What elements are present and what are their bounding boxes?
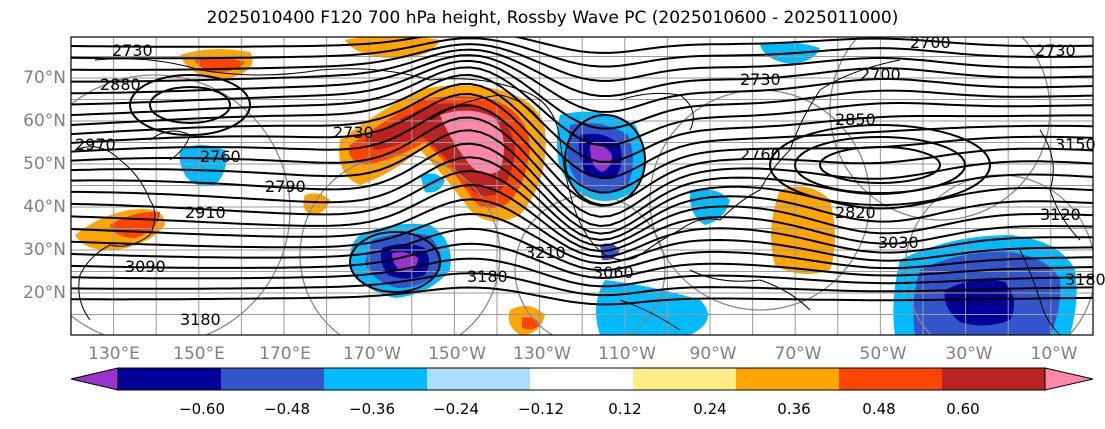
colorbar-extend-min (70, 367, 119, 391)
contour-label: 2910 (185, 203, 226, 222)
height-contour-line (71, 92, 1093, 194)
height-contour-line (71, 156, 1093, 241)
colorbar-tick-label: −0.48 (264, 400, 310, 418)
contour-label: 3150 (1055, 135, 1096, 154)
colorbar-tick-label: 0.24 (693, 400, 727, 418)
contour-labels: 2730 2880 2970 2700 2730 2850 2760 2730 2790 2910… (75, 33, 1105, 329)
colorbar-segment (942, 368, 1046, 390)
contour-label: 3180 (180, 310, 221, 329)
lon-label: 50°W (859, 344, 907, 364)
colorbar-segment (530, 368, 634, 390)
height-contour-line (71, 37, 1093, 68)
contour-label: 2730 (1035, 41, 1076, 60)
colorbar-segment (221, 368, 325, 390)
colorbar-tick-label: −0.36 (349, 400, 395, 418)
lon-label: 10°W (1030, 344, 1078, 364)
coastlines (74, 58, 1081, 335)
colorbar-segment (633, 368, 737, 390)
height-contour-line (71, 54, 1093, 113)
height-contours (71, 37, 1093, 306)
lon-label: 150°E (173, 344, 225, 364)
contour-label: 2730 (112, 41, 153, 60)
contour-label: 2820 (835, 203, 876, 222)
lon-label: 130°W (513, 344, 571, 364)
height-contour-line (71, 43, 1093, 82)
closed-height-contour (349, 231, 441, 293)
height-contour-line (71, 104, 1093, 207)
lat-label: 60°N (23, 111, 66, 131)
height-contour-line (71, 257, 1093, 288)
colorbar-extend-max (1044, 367, 1094, 391)
height-contour-line (71, 142, 1093, 235)
contour-label: 3030 (878, 233, 919, 252)
contour-label: 3060 (593, 263, 634, 282)
height-contour-line (71, 198, 1093, 258)
lon-label: 70°W (774, 344, 822, 364)
contour-label: 3120 (1040, 205, 1081, 224)
height-contour-line (71, 183, 1093, 253)
colorbar-tick-label: 0.48 (862, 400, 896, 418)
height-contour-line (71, 116, 1093, 218)
contour-label: 2730 (333, 123, 374, 142)
colorbar-segment (324, 368, 428, 390)
colorbar-tick-label: 0.36 (777, 400, 811, 418)
colorbar-segment (839, 368, 943, 390)
colorbar-segment (736, 368, 840, 390)
map-title: 2025010400 F120 700 hPa height, Rossby W… (206, 8, 899, 28)
lat-label: 30°N (23, 240, 66, 260)
lat-label: 20°N (23, 283, 66, 303)
lat-label: 40°N (23, 197, 66, 217)
lon-label: 90°W (689, 344, 737, 364)
height-contour-line (71, 242, 1093, 280)
contour-label: 2760 (740, 145, 781, 164)
lon-label: 130°E (88, 344, 140, 364)
colorbar-tick-label: 0.60 (946, 400, 980, 418)
contour-label: 2700 (860, 65, 901, 84)
lat-label: 50°N (23, 154, 66, 174)
contour-label: 3180 (467, 267, 508, 286)
contour-label: 2850 (835, 110, 876, 129)
contour-label: 2730 (740, 70, 781, 89)
lon-label: 30°W (945, 344, 993, 364)
height-contour-line (71, 286, 1093, 306)
contour-label: 2880 (100, 75, 141, 94)
height-contour-line (71, 227, 1093, 272)
height-contour-line (71, 48, 1093, 97)
closed-height-contour (149, 86, 231, 124)
contour-label: 2760 (200, 147, 241, 166)
height-contour-line (71, 169, 1093, 247)
lon-label: 150°W (428, 344, 486, 364)
height-contour-line (71, 37, 1093, 54)
colorbar (70, 367, 1094, 391)
contour-label: 2790 (265, 177, 306, 196)
closed-height-contour (769, 124, 991, 206)
colorbar-segment (118, 368, 222, 390)
colorbar-segment (427, 368, 531, 390)
closed-height-contour (819, 146, 941, 184)
closed-height-contour (129, 74, 251, 136)
lat-label: 70°N (23, 68, 66, 88)
colorbar-frame (117, 367, 1046, 391)
map-frame (70, 36, 1094, 336)
colorbar-tick-label: 0.12 (608, 400, 642, 418)
contour-label: 2970 (75, 135, 116, 154)
height-contour-line (71, 59, 1093, 130)
lon-label: 170°W (343, 344, 401, 364)
colorbar-tick-label: −0.60 (179, 400, 225, 418)
colorbar-tick-label: −0.24 (433, 400, 479, 418)
contour-label: 3090 (125, 257, 166, 276)
contour-label: 2700 (910, 33, 951, 52)
colorbar-tick-label: −0.12 (518, 400, 564, 418)
height-contour-line (71, 73, 1093, 163)
contour-label: 3180 (1065, 270, 1105, 289)
closed-height-contour (794, 136, 966, 194)
height-contour-line (71, 212, 1093, 265)
lon-label: 170°E (259, 344, 311, 364)
height-contour-line (71, 66, 1093, 147)
lon-label: 110°W (598, 344, 656, 364)
contour-label: 3210 (525, 243, 566, 262)
closed-height-contour (564, 114, 646, 206)
height-contour-line (71, 272, 1093, 297)
